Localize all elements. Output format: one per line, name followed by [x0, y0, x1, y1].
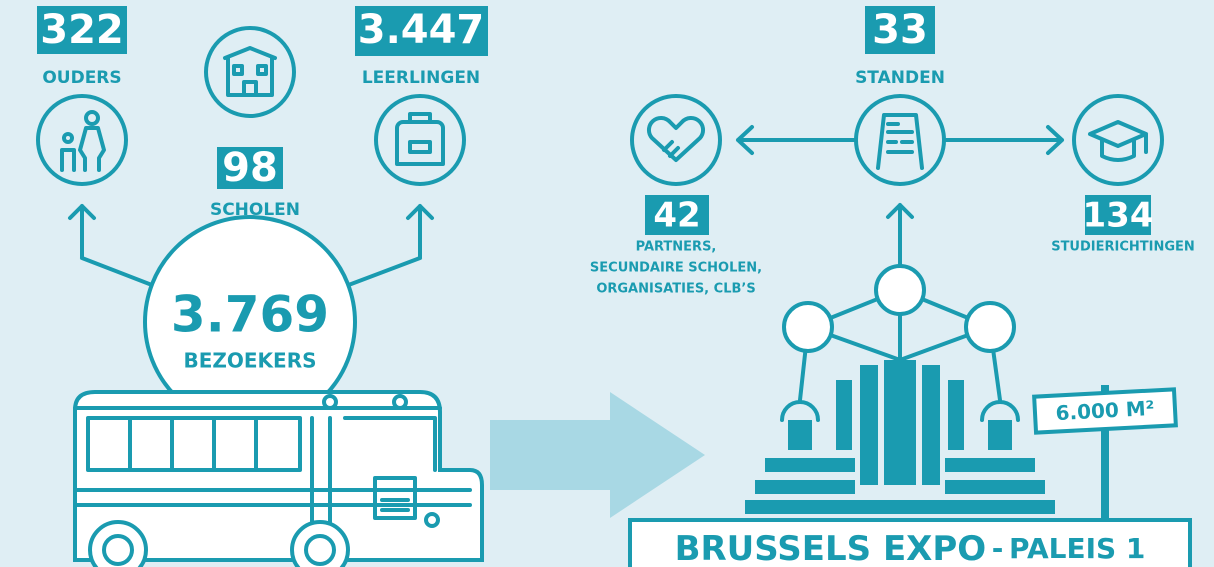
family-icon: [38, 96, 126, 184]
stand-icon: [856, 96, 944, 184]
venue-separator: -: [992, 532, 1004, 565]
handshake-icon: [632, 96, 720, 184]
graduation-icon: [1074, 96, 1162, 184]
arrow: [738, 127, 855, 153]
venue: BRUSSELS EXPO - PALEIS 1: [675, 529, 1146, 567]
partners-label: SECUNDAIRE SCHOLEN,: [590, 261, 762, 276]
house-icon: [206, 28, 294, 116]
backpack-icon: [376, 96, 464, 184]
infographic: 322 OUDERS 3.447 LEERLINGEN 98 SCHOLEN 3…: [0, 0, 1214, 567]
schools-number: 98: [222, 145, 278, 191]
stands-label: STANDEN: [855, 68, 945, 88]
studies-number: 134: [1083, 196, 1154, 236]
venue-name: BRUSSELS EXPO: [675, 529, 987, 567]
stands-number: 33: [872, 7, 928, 53]
studies-label: STUDIERICHTINGEN: [1051, 240, 1195, 255]
atomium: [745, 266, 1055, 514]
area-sign: 6.000 M²: [1034, 385, 1176, 525]
total-label: BEZOEKERS: [183, 349, 316, 373]
pupils-label: LEERLINGEN: [362, 68, 480, 88]
arrow: [888, 205, 912, 265]
total-number: 3.769: [171, 286, 329, 344]
bus: [75, 392, 482, 567]
partners-number: 42: [653, 196, 700, 236]
flow-arrow: [490, 392, 705, 518]
venue-hall: PALEIS 1: [1009, 532, 1145, 565]
partners-label: ORGANISATIES, CLB’S: [596, 282, 755, 297]
page: { "visitors": { "parents": {"number": "3…: [0, 0, 1214, 567]
parents-label: OUDERS: [42, 68, 121, 88]
pupils-number: 3.447: [358, 7, 485, 53]
parents-number: 322: [40, 7, 124, 53]
partners-label: PARTNERS,: [636, 240, 717, 255]
arrow: [945, 127, 1062, 153]
